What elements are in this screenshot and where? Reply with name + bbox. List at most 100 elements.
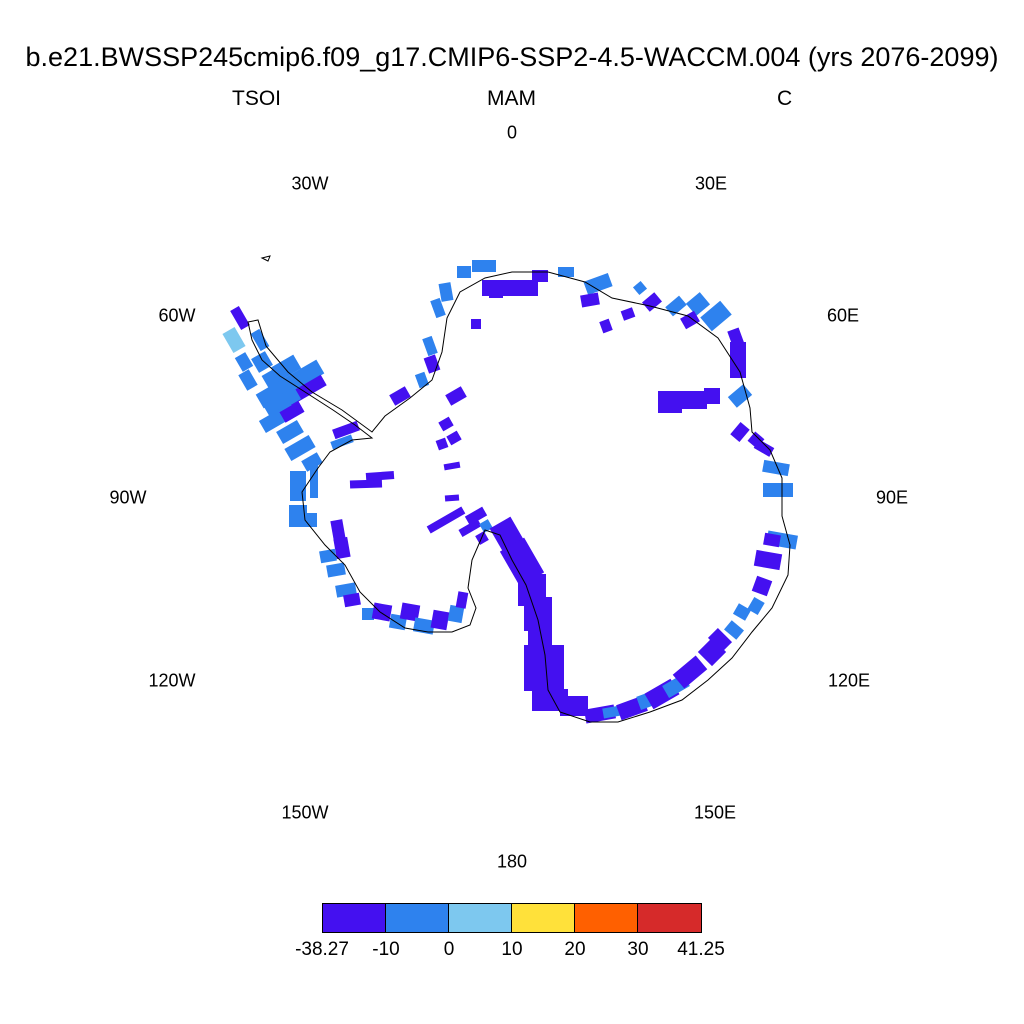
grid-cell xyxy=(471,319,481,329)
grid-cell xyxy=(250,328,270,352)
colorbar-label-30: 30 xyxy=(627,939,649,960)
grid-cell xyxy=(532,689,568,711)
grid-cell xyxy=(673,391,707,409)
grid-cell xyxy=(343,592,361,608)
lon-label-180: 180 xyxy=(496,851,528,872)
grid-cell xyxy=(438,416,454,432)
grid-cell xyxy=(724,620,744,640)
lon-label-60e: 60E xyxy=(826,305,860,326)
grid-cell xyxy=(349,479,383,489)
grid-cell xyxy=(472,260,496,272)
grid-cell xyxy=(399,602,421,622)
grid-cell xyxy=(732,603,752,621)
grid-cell xyxy=(730,422,750,442)
grid-cell xyxy=(330,519,346,541)
grid-cell xyxy=(414,371,430,389)
grid-cell xyxy=(680,310,700,330)
colorbar-swatch-6 xyxy=(637,903,702,933)
grid-cell xyxy=(632,280,648,296)
colorbar-label-0: 0 xyxy=(443,939,455,960)
grid-cell xyxy=(238,369,258,391)
grid-cell xyxy=(371,602,393,622)
grid-cell xyxy=(455,591,469,609)
lon-label-60w: 60W xyxy=(158,305,196,326)
grid-cell xyxy=(307,513,317,527)
grid-cell xyxy=(558,267,574,277)
grid-cell xyxy=(620,307,636,321)
grid-cell xyxy=(447,604,465,624)
grid-cell xyxy=(751,575,773,597)
grid-cell xyxy=(284,434,316,462)
colorbar-swatch-1 xyxy=(322,903,386,933)
grid-cell xyxy=(457,266,471,278)
colorbar-swatch-4 xyxy=(511,903,575,933)
lon-label-120w: 120W xyxy=(148,670,196,691)
lon-label-150w: 150W xyxy=(281,802,329,823)
colorbar-label-min: -38.27 xyxy=(295,939,349,960)
colorbar-label-10: 10 xyxy=(501,939,523,960)
grid-cell xyxy=(422,335,438,357)
grid-cell xyxy=(255,359,325,409)
grid-cell xyxy=(319,548,337,564)
grid-cell xyxy=(763,532,781,548)
grid-cell xyxy=(262,386,302,418)
season-label: MAM xyxy=(487,87,536,110)
grid-cell xyxy=(430,297,446,319)
grid-cell xyxy=(251,351,273,373)
variable-label: TSOI xyxy=(232,87,282,110)
grid-cell xyxy=(389,386,411,406)
grid-cell xyxy=(753,549,783,571)
grid-cell xyxy=(700,300,732,332)
grid-cell xyxy=(435,437,449,451)
coastline xyxy=(247,271,791,723)
colorbar-swatch-2 xyxy=(385,903,449,933)
grid-cell xyxy=(458,519,482,537)
grid-cell xyxy=(730,342,746,378)
grid-cell xyxy=(602,705,622,719)
grid-cell xyxy=(430,609,450,631)
lon-label-90e: 90E xyxy=(875,487,909,508)
grid-cell xyxy=(479,519,493,533)
grid-cell xyxy=(234,352,254,372)
island-coast xyxy=(260,255,271,262)
grid-cell xyxy=(335,582,357,598)
grid-cell xyxy=(672,655,708,689)
grid-cell xyxy=(332,420,360,440)
grid-cell xyxy=(333,536,351,560)
grid-cell xyxy=(707,627,733,653)
grid-cell xyxy=(289,505,307,527)
grid-cell xyxy=(438,282,454,302)
grid-cell xyxy=(362,608,374,620)
lon-label-120e: 120E xyxy=(827,670,871,691)
grid-cell xyxy=(642,292,662,312)
grid-cell xyxy=(426,506,466,534)
plot-title: b.e21.BWSSP245cmip6.f09_g17.CMIP6-SSP2-4… xyxy=(25,42,999,72)
grid-cell xyxy=(290,471,306,501)
grid-cell xyxy=(446,430,462,446)
grid-cell xyxy=(560,696,588,716)
grid-cell xyxy=(276,419,304,445)
grid-cell xyxy=(445,386,467,406)
grid-cell xyxy=(762,459,790,477)
grid-cell xyxy=(747,596,765,616)
colorbar-label-20: 20 xyxy=(564,939,586,960)
lon-label-30w: 30W xyxy=(291,173,329,194)
grid-cell xyxy=(222,326,246,354)
colorbar-label-neg10: -10 xyxy=(372,939,400,960)
colorbar-swatch-3 xyxy=(448,903,512,933)
grid-cell xyxy=(580,292,600,308)
grid-cell xyxy=(524,645,564,691)
colorbar-label-max: 41.25 xyxy=(677,939,725,960)
grid-cell xyxy=(727,384,753,408)
lon-label-150e: 150E xyxy=(693,802,737,823)
grid-cell xyxy=(330,434,354,450)
grid-cell xyxy=(489,282,503,298)
grid-cell xyxy=(532,270,548,282)
grid-cell xyxy=(279,401,305,423)
grid-cell xyxy=(365,471,395,481)
units-label: C xyxy=(777,87,793,110)
grid-cell xyxy=(230,305,250,331)
grid-cell xyxy=(727,327,745,349)
grid-cell xyxy=(704,388,720,404)
grid-cell xyxy=(326,562,346,578)
